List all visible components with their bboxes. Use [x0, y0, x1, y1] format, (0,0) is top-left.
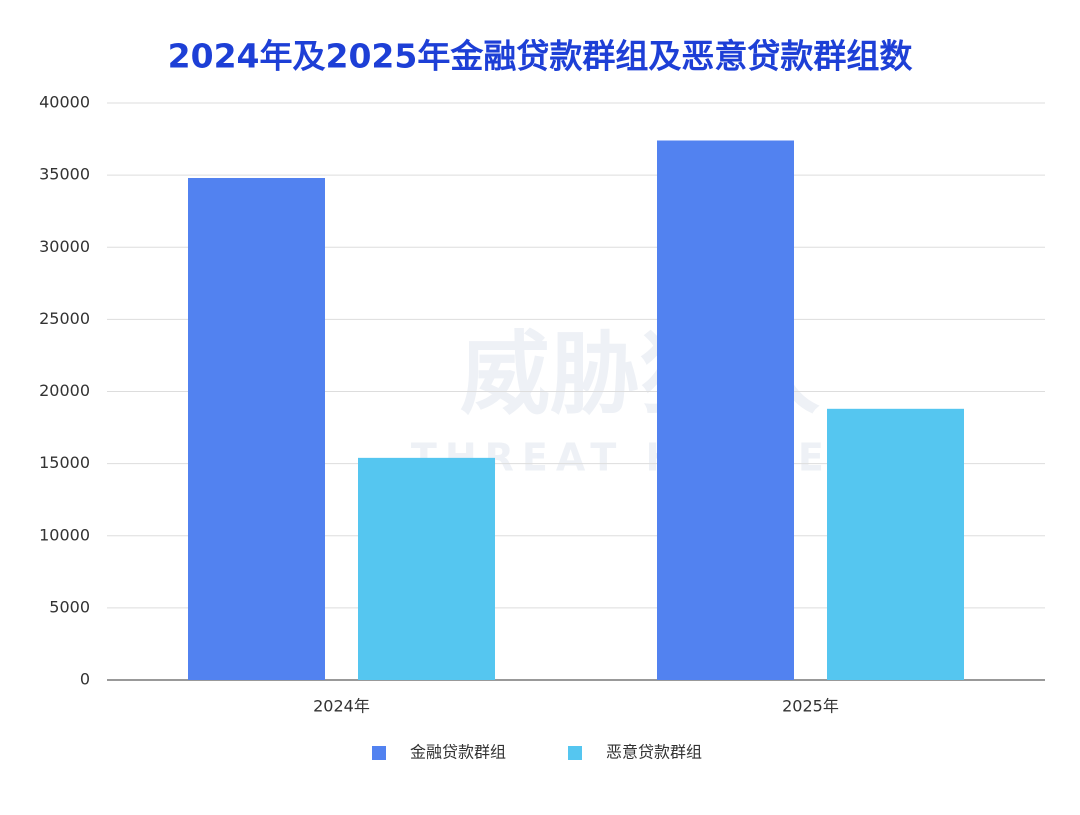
y-tick-label: 25000 — [39, 309, 90, 328]
y-tick-label: 20000 — [39, 381, 90, 400]
y-tick-label: 30000 — [39, 237, 90, 256]
x-tick-label: 2025年 — [782, 697, 839, 716]
chart-title: 2024年及2025年金融贷款群组及恶意贷款群组数 — [168, 37, 914, 76]
legend-label: 恶意贷款群组 — [606, 743, 702, 762]
y-tick-label: 35000 — [39, 165, 90, 184]
y-tick-label: 15000 — [39, 453, 90, 472]
bar — [657, 140, 794, 680]
y-tick-label: 10000 — [39, 525, 90, 544]
x-tick-label: 2024年 — [313, 697, 370, 716]
legend-swatch — [372, 746, 386, 760]
legend-swatch — [568, 746, 582, 760]
y-tick-label: 40000 — [39, 93, 90, 112]
bar — [358, 457, 495, 680]
y-tick-label: 5000 — [49, 597, 90, 616]
bar — [188, 178, 325, 680]
bar — [827, 408, 964, 680]
y-tick-label: 0 — [80, 670, 90, 689]
legend-label: 金融贷款群组 — [410, 743, 506, 762]
